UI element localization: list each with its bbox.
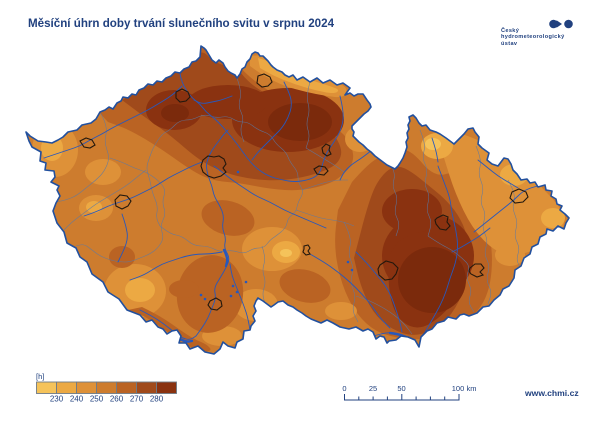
svg-text:25: 25 bbox=[369, 384, 377, 393]
svg-text:km: km bbox=[467, 384, 477, 393]
svg-text:100: 100 bbox=[452, 384, 465, 393]
svg-text:270: 270 bbox=[130, 395, 144, 404]
svg-text:230: 230 bbox=[50, 395, 64, 404]
svg-text:240: 240 bbox=[70, 395, 84, 404]
svg-text:0: 0 bbox=[342, 384, 346, 393]
svg-text:50: 50 bbox=[397, 384, 405, 393]
svg-text:250: 250 bbox=[90, 395, 104, 404]
svg-text:280: 280 bbox=[150, 395, 164, 404]
svg-text:260: 260 bbox=[110, 395, 124, 404]
